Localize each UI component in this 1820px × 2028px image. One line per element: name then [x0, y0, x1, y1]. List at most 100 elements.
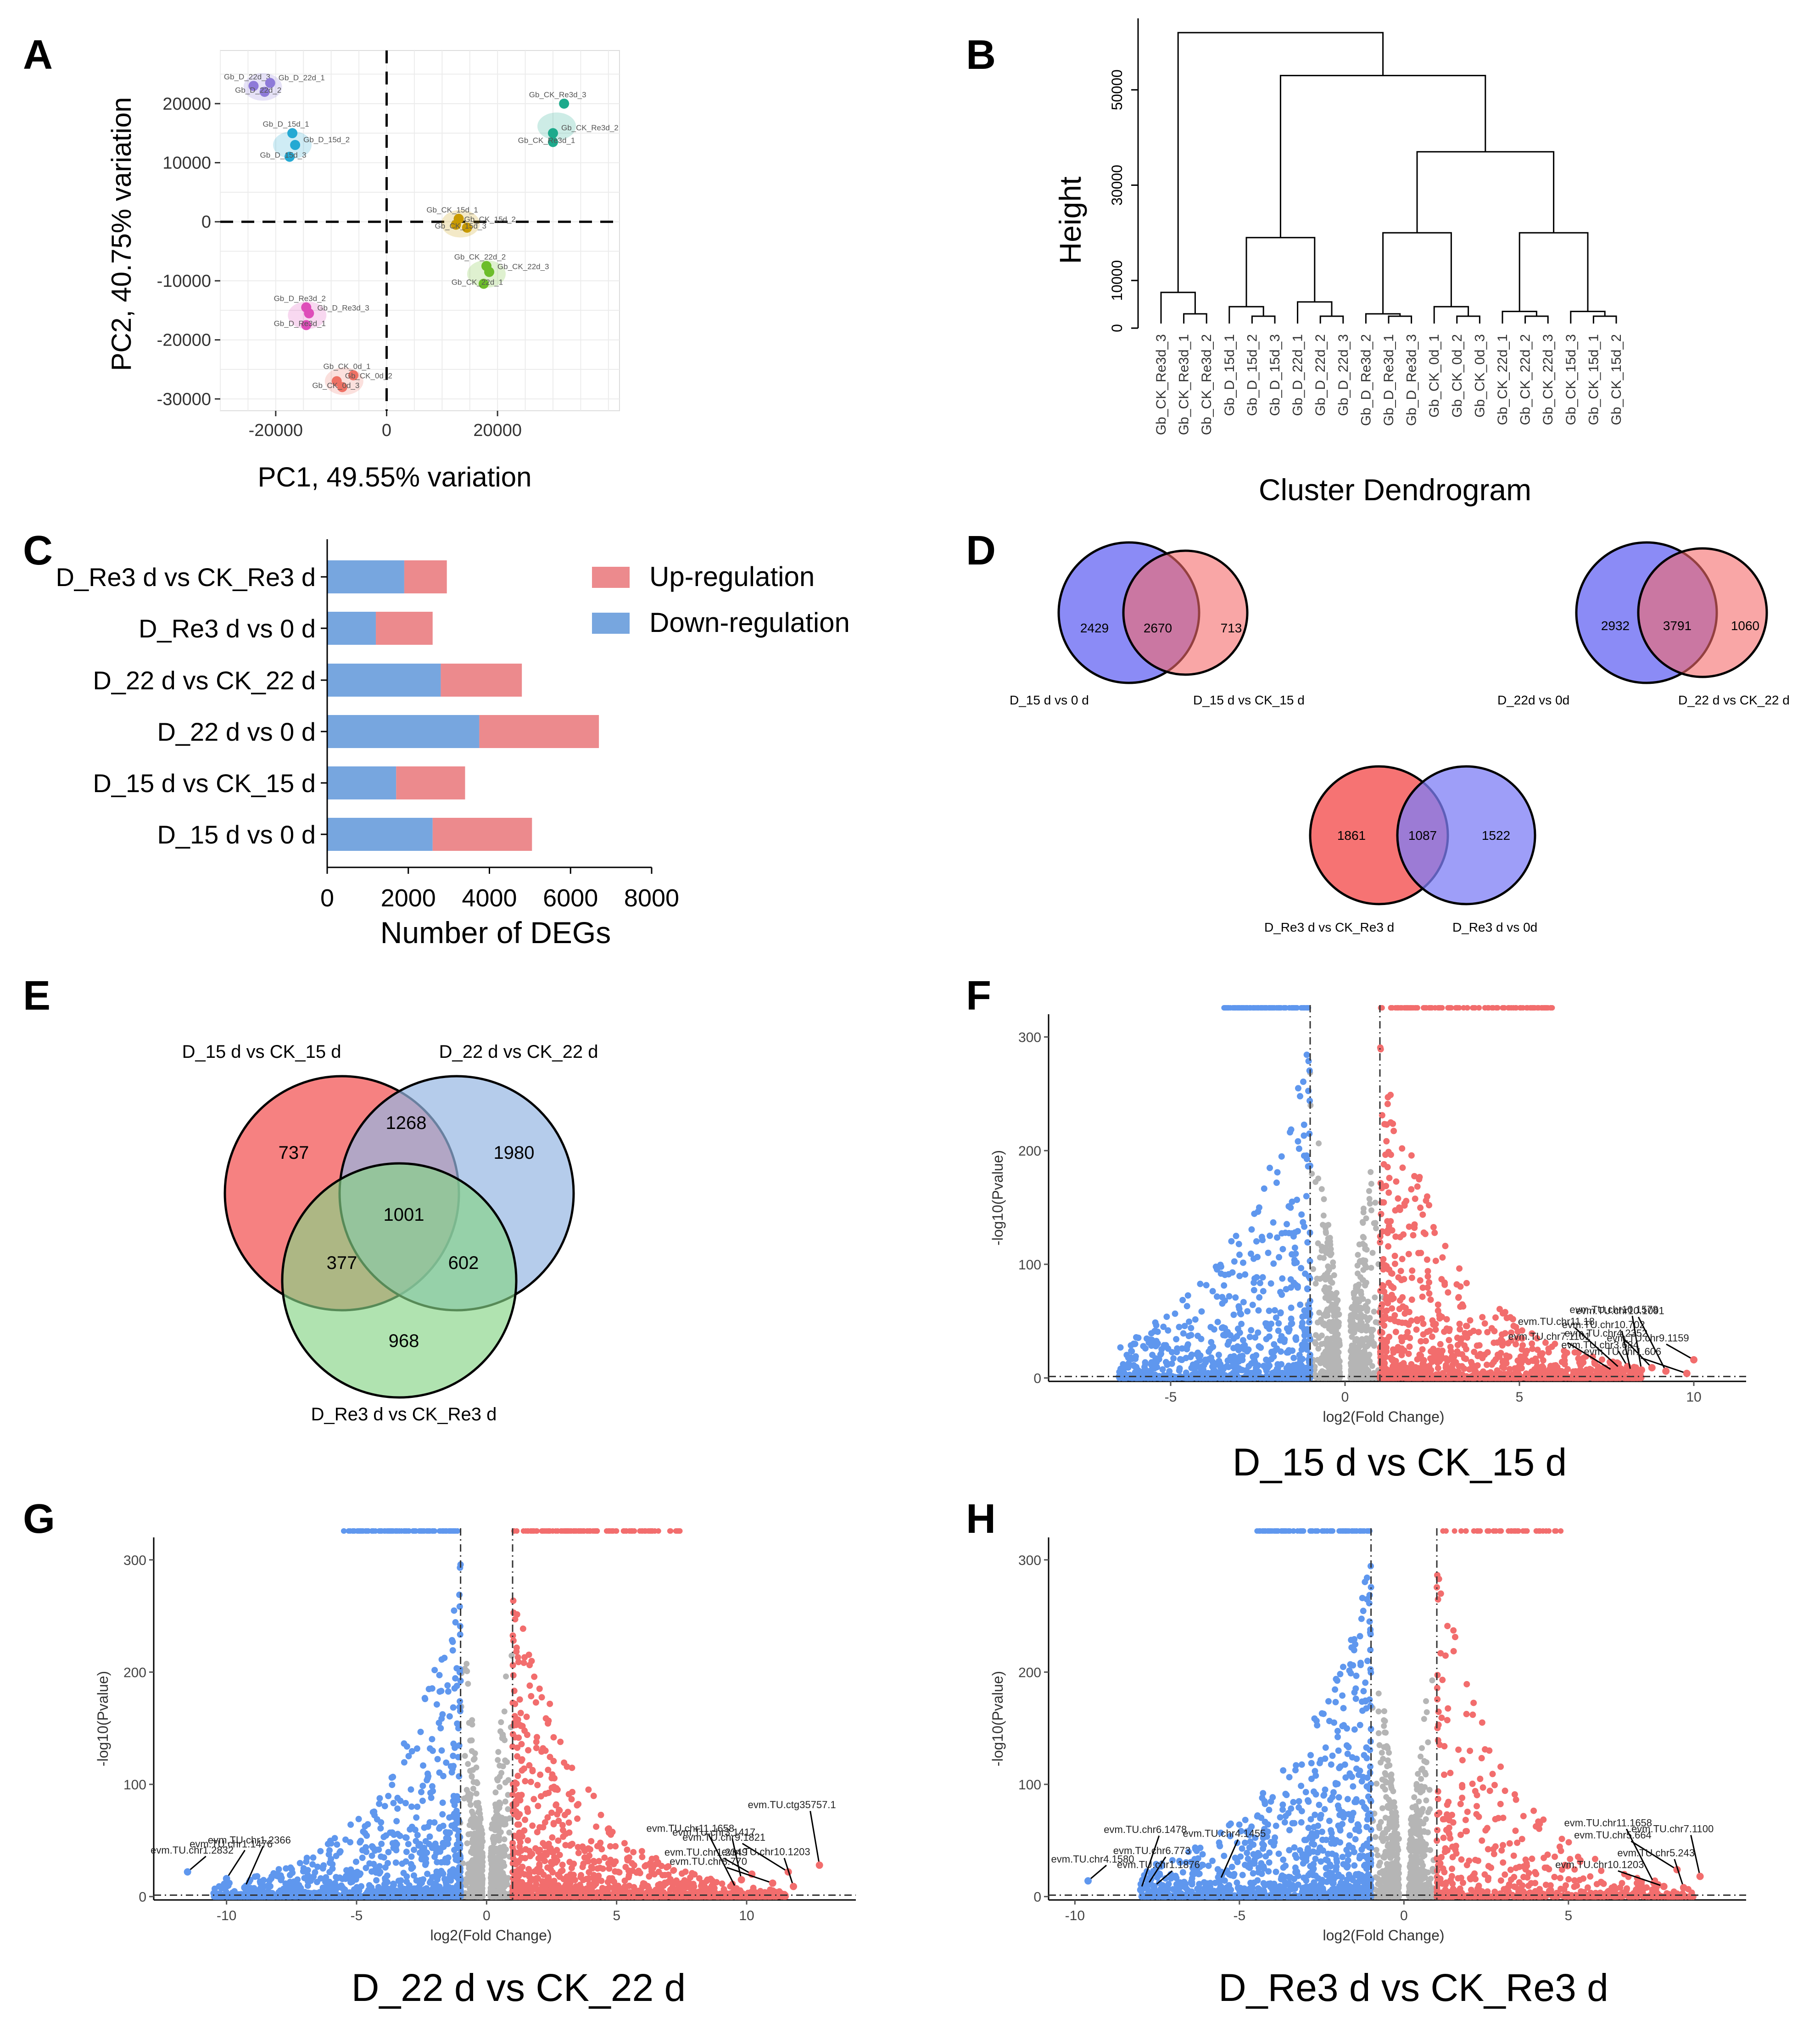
volcano-point-ns: [1335, 1322, 1342, 1329]
volcano-point-down: [1260, 1288, 1267, 1295]
volcano-point-down: [1248, 1327, 1255, 1334]
volcano-point-down: [1295, 1145, 1302, 1152]
volcano-point-up: [1438, 1313, 1445, 1320]
volcano-point-up: [1436, 1355, 1443, 1362]
volcano-point-ns: [1316, 1309, 1323, 1316]
volcano-point-up: [1463, 1279, 1470, 1286]
volcano-point-up: [1381, 1315, 1388, 1322]
volcano-point-down: [1273, 1314, 1279, 1321]
volcano-point-ns: [1316, 1140, 1322, 1146]
volcano-labelled-point: [1610, 1367, 1618, 1375]
volcano-point-down: [352, 1858, 359, 1865]
volcano-point-ns: [499, 1735, 505, 1742]
volcano-point-ns: [1362, 1246, 1368, 1252]
volcano-y-tick-label: 200: [123, 1665, 146, 1680]
venn-re3-right-circle: [1396, 765, 1536, 905]
venn-e-d15-d22: 1268: [386, 1113, 427, 1133]
dendrogram-leaf-label: Gb_D_Re3d_3: [1404, 334, 1419, 426]
deg-category-label: D_Re3 d vs 0 d: [139, 614, 316, 643]
volcano-point-down: [1294, 1284, 1301, 1291]
volcano-point-capped-up: [1461, 1005, 1467, 1011]
volcano-point-down: [1195, 1354, 1202, 1361]
volcano-point-ns: [488, 1866, 495, 1872]
volcano-point-down: [414, 1803, 421, 1810]
legend-label-up: Up-regulation: [649, 561, 815, 592]
venn-d22-intersection: 3791: [1663, 619, 1692, 633]
volcano-point-up: [1388, 1291, 1395, 1298]
volcano-point-down: [376, 1800, 383, 1807]
volcano-point-ns: [503, 1673, 509, 1680]
volcano-point-up: [1385, 1094, 1391, 1101]
volcano-point-up: [1408, 1365, 1415, 1372]
volcano-gene-label: evm.TU.chr10.1091: [1576, 1305, 1664, 1317]
volcano-point-ns: [494, 1806, 500, 1812]
deg-x-tick-label: 8000: [624, 884, 679, 912]
volcano-point-down: [1119, 1366, 1126, 1373]
volcano-point-down: [1297, 1301, 1304, 1308]
volcano-point-down: [1221, 1364, 1228, 1371]
volcano-point-ns: [1334, 1341, 1340, 1347]
volcano-point-up: [1604, 1374, 1611, 1381]
volcano-point-up: [1406, 1343, 1413, 1350]
venn-three-way: 737 1980 968 1268 377 602 1001 D_15 d vs…: [182, 1042, 598, 1425]
volcano-point-down: [1229, 1363, 1236, 1369]
volcano-point-down: [439, 1799, 446, 1806]
volcano-point-down: [1291, 1257, 1298, 1263]
dendrogram-leaf-label: Gb_CK_Re3d_1: [1177, 334, 1192, 435]
volcano-point-down: [1156, 1356, 1162, 1363]
volcano-point-down: [1290, 1354, 1297, 1361]
volcano-point-down: [1239, 1259, 1246, 1266]
volcano-point-down: [1207, 1324, 1214, 1330]
volcano-point-up: [1386, 1369, 1393, 1376]
volcano-labelled-point: [1617, 1365, 1625, 1373]
volcano-point-ns: [470, 1785, 476, 1792]
volcano-point-down: [1231, 1258, 1238, 1265]
volcano-point-ns: [1312, 1363, 1318, 1370]
volcano-point-up: [1441, 1279, 1448, 1286]
volcano-point-down: [1256, 1294, 1263, 1301]
volcano-point-ns: [1362, 1352, 1368, 1359]
volcano-point-up: [1399, 1145, 1406, 1152]
volcano-point-up: [1395, 1318, 1402, 1325]
volcano-point-up: [1387, 1151, 1394, 1158]
volcano-point-capped-up: [1426, 1005, 1432, 1011]
pca-point-label: Gb_CK_22d_1: [452, 278, 503, 286]
volcano-point-ns: [1323, 1310, 1329, 1316]
volcano-point-up: [1380, 1161, 1387, 1168]
dendrogram-branch: [1160, 291, 1196, 324]
volcano-point-ns: [490, 1858, 496, 1864]
volcano-point-up: [1524, 1374, 1530, 1381]
deg-bar-up: [432, 818, 532, 851]
volcano-point-ns: [466, 1797, 473, 1804]
venn-d15-left-label: D_15 d vs 0 d: [1010, 693, 1089, 707]
volcano-point-capped-up: [1436, 1005, 1442, 1011]
volcano-point-up: [1398, 1334, 1405, 1341]
pca-point-label: Gb_D_15d_2: [303, 135, 350, 144]
volcano-point-down: [1291, 1244, 1298, 1251]
volcano-point-up: [1416, 1173, 1423, 1180]
volcano-point-down: [1279, 1246, 1286, 1252]
volcano-point-capped-up: [1529, 1005, 1535, 1011]
volcano-point-up: [1420, 1331, 1427, 1338]
volcano-point-down: [1242, 1271, 1249, 1278]
volcano-point-ns: [475, 1831, 482, 1838]
pca-point-label: Gb_D_22d_3: [224, 73, 270, 81]
deg-bar-up: [376, 612, 433, 645]
volcano-point-down: [1167, 1374, 1174, 1381]
panel-label-b: B: [966, 32, 996, 78]
volcano-point-up: [1435, 1301, 1441, 1308]
volcano-point-ns: [475, 1882, 481, 1888]
volcano-point-down: [1221, 1282, 1228, 1289]
volcano-point-ns: [1353, 1322, 1360, 1329]
volcano-point-up: [1529, 1357, 1535, 1364]
pca-x-tick-label: 20000: [473, 421, 522, 440]
pca-x-axis-title: PC1, 49.55% variation: [257, 462, 531, 492]
volcano-point-up: [1519, 1357, 1526, 1363]
dendrogram-branch: [1279, 75, 1486, 238]
volcano-point-down: [420, 1762, 427, 1769]
volcano-point-down: [419, 1782, 426, 1789]
volcano-point-up: [1390, 1356, 1396, 1363]
dendrogram-branch: [1456, 315, 1480, 324]
dendrogram-leaf-label: Gb_CK_15d_3: [1563, 334, 1579, 425]
